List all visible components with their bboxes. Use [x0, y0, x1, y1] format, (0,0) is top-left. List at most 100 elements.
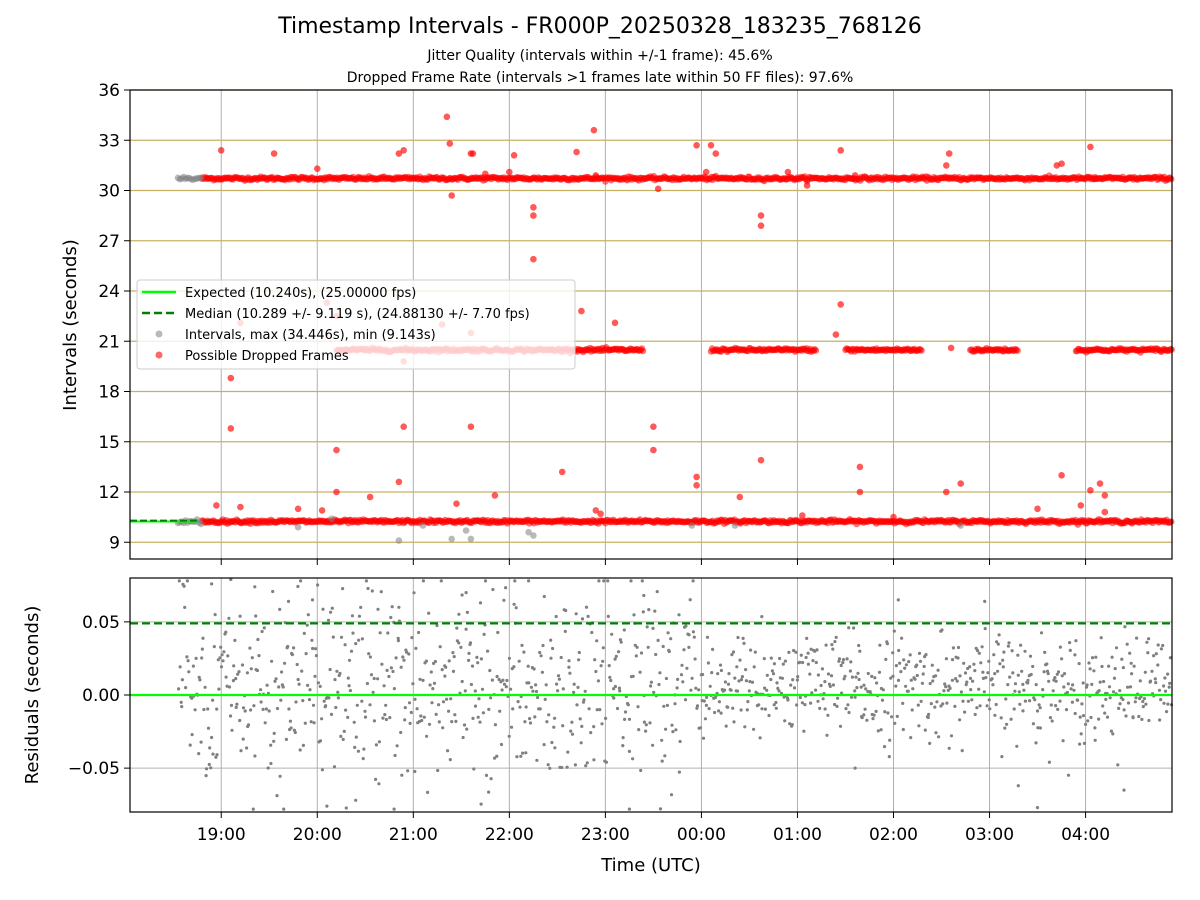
residual-point: [903, 666, 907, 670]
residual-point: [674, 728, 678, 732]
residual-point: [351, 631, 355, 635]
residual-point: [684, 624, 688, 628]
residual-point: [730, 653, 734, 657]
residual-point: [303, 721, 307, 725]
residual-point: [1132, 664, 1136, 668]
residual-point: [462, 723, 467, 727]
residual-point: [314, 647, 318, 651]
residual-point: [1147, 718, 1151, 723]
residual-point: [845, 657, 849, 661]
residual-point: [283, 661, 287, 665]
residual-point: [382, 684, 386, 688]
residual-point: [292, 646, 296, 650]
residual-point: [853, 695, 857, 699]
residual-point: [505, 678, 509, 683]
residual-point: [1073, 711, 1077, 716]
dropped-frame-point: [693, 482, 700, 489]
residual-point: [1088, 667, 1092, 671]
residual-point: [253, 754, 257, 758]
residual-point: [612, 696, 616, 700]
residual-point: [574, 612, 578, 616]
dropped-frame-point: [712, 150, 720, 157]
residual-point: [847, 626, 851, 630]
residual-point: [191, 664, 195, 668]
residual-point: [1055, 672, 1059, 676]
residual-point: [438, 645, 442, 649]
residual-point: [400, 773, 404, 777]
residual-point: [623, 710, 628, 714]
residual-point: [995, 640, 999, 644]
residual-point: [627, 807, 632, 811]
residual-point: [229, 703, 234, 708]
residual-point: [994, 702, 998, 707]
residual-point: [747, 689, 751, 693]
residual-point: [267, 709, 271, 713]
residual-point: [394, 656, 398, 660]
residual-point: [264, 707, 268, 711]
residual-point: [598, 708, 602, 712]
residual-point: [372, 676, 376, 681]
residual-point: [467, 651, 471, 656]
residual-point: [1163, 676, 1167, 680]
residual-point: [859, 685, 863, 689]
residual-point: [1140, 717, 1144, 722]
residual-point: [644, 723, 648, 727]
residual-point: [277, 685, 281, 689]
residual-point: [687, 645, 691, 650]
residual-point: [1048, 716, 1052, 720]
residual-point: [1086, 719, 1090, 723]
residual-point: [599, 664, 603, 668]
residual-point: [504, 685, 508, 689]
residual-point: [357, 614, 361, 618]
residual-point: [858, 649, 862, 653]
residual-point: [316, 583, 320, 587]
residual-point: [606, 614, 610, 619]
dropped-frame-point: [558, 468, 566, 476]
residual-point: [586, 614, 590, 619]
residual-point: [389, 666, 393, 670]
dropped-frame-point: [947, 344, 955, 352]
residual-point: [837, 659, 841, 663]
residual-point: [947, 746, 951, 750]
chart-subtitle-dropped: Dropped Frame Rate (intervals >1 frames …: [346, 70, 854, 86]
residual-point: [429, 670, 433, 674]
residual-point: [968, 676, 973, 681]
residual-point: [809, 647, 813, 651]
residual-point: [305, 623, 309, 627]
residual-point: [824, 643, 828, 647]
residual-point: [865, 718, 869, 722]
residual-point: [545, 720, 549, 724]
residual-point: [579, 741, 583, 745]
residual-point: [1021, 682, 1025, 687]
residual-point: [273, 679, 277, 683]
top-ytick-label: 18: [98, 383, 120, 403]
residual-point: [593, 658, 597, 662]
residual-point: [920, 681, 925, 685]
residual-point: [823, 707, 827, 711]
residual-point: [831, 647, 835, 651]
residual-point: [480, 687, 485, 691]
residual-point: [219, 645, 223, 649]
residual-point: [631, 757, 635, 761]
residual-point: [596, 679, 601, 683]
dropped-frame-point: [510, 152, 518, 159]
residual-point: [435, 623, 439, 628]
residual-point: [239, 749, 243, 753]
residual-point: [512, 665, 516, 669]
residual-point: [980, 645, 984, 649]
residual-point: [339, 635, 344, 639]
residual-point: [275, 794, 279, 798]
residual-point: [1062, 685, 1066, 689]
residual-point: [441, 700, 446, 704]
residual-point: [413, 769, 417, 774]
residual-point: [1122, 708, 1126, 712]
residual-point: [452, 655, 456, 659]
residual-point: [964, 683, 968, 687]
dropped-frame-point: [639, 347, 647, 355]
residual-point: [926, 715, 930, 720]
residual-point: [245, 746, 249, 750]
residual-point: [218, 656, 222, 660]
bottom-ytick-label: 0.05: [82, 613, 120, 633]
residual-point: [270, 659, 274, 663]
residual-point: [349, 649, 354, 653]
